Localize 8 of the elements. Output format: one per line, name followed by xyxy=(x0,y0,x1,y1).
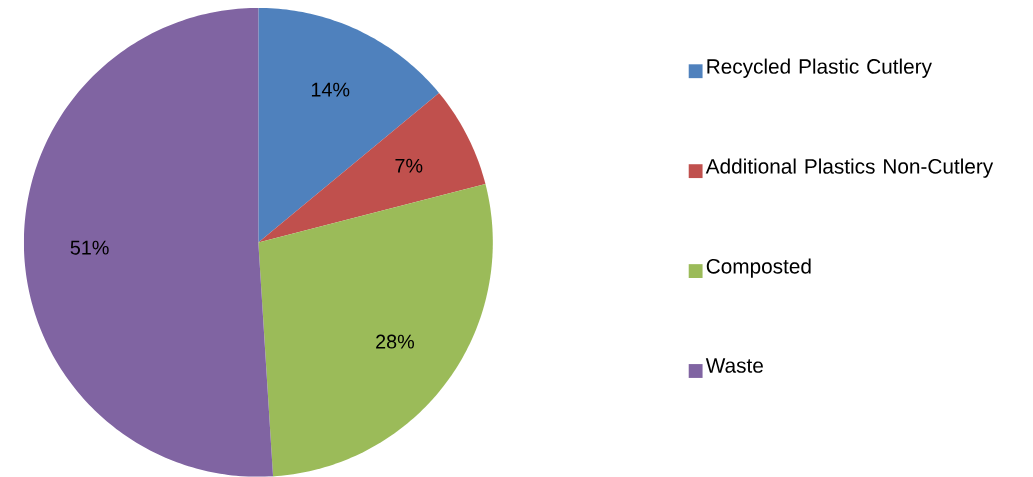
data-label: 28% xyxy=(376,334,415,349)
data-label: 51% xyxy=(70,240,109,255)
legend-label: Composted xyxy=(706,258,811,278)
data-label: 7% xyxy=(395,158,423,173)
data-label: 14% xyxy=(311,82,350,97)
legend-label: Recycled Plastic Cutlery xyxy=(707,58,932,78)
legend-label: Waste xyxy=(705,358,763,373)
legend-label: Additional Plastics Non-Cutlery xyxy=(705,158,994,178)
